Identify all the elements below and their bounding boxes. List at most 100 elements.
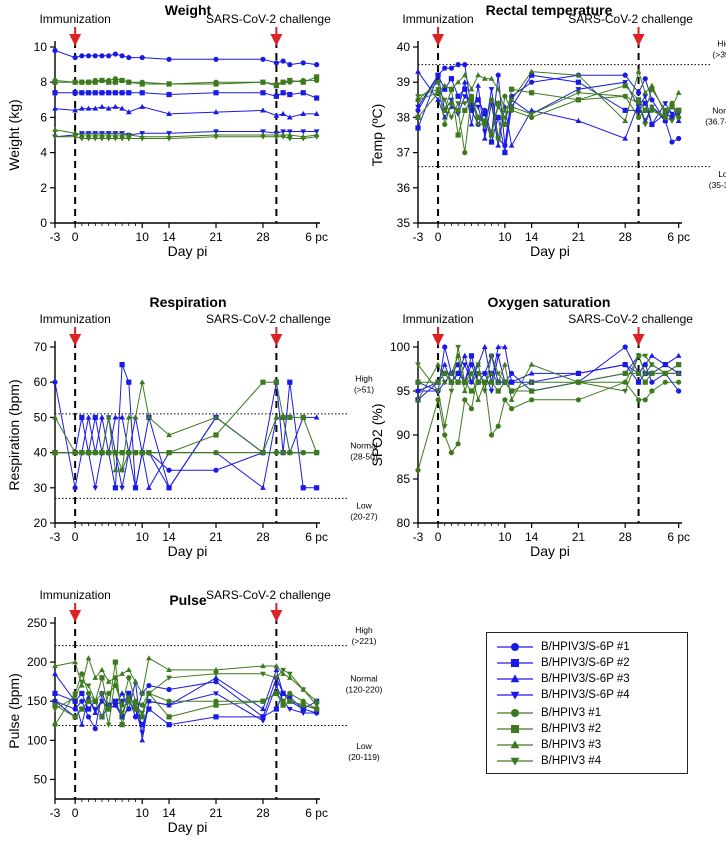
data-point [649, 104, 655, 110]
data-point [481, 371, 488, 377]
data-point [286, 132, 293, 138]
data-point [125, 695, 132, 701]
data-point [502, 115, 508, 121]
y-tick-label: 2 [40, 181, 47, 195]
data-point [468, 371, 475, 377]
legend-marker [510, 740, 520, 749]
data-point [92, 136, 99, 142]
data-point [662, 379, 668, 385]
x-tick-label: 6 pc [305, 530, 328, 544]
data-point [106, 690, 112, 697]
data-point [441, 82, 448, 88]
series-line [418, 364, 679, 392]
data-point [213, 81, 219, 87]
range-sublabel: (120-220) [346, 685, 383, 695]
data-point [280, 414, 286, 420]
legend-marker [510, 757, 520, 766]
legend-marker [510, 691, 520, 700]
data-point [260, 129, 266, 135]
data-point [502, 361, 508, 367]
data-point [481, 75, 488, 81]
data-point [166, 136, 172, 142]
x-tick-label: 21 [209, 530, 223, 544]
data-point [300, 485, 306, 491]
red-arrow-icon [270, 610, 283, 622]
data-point [260, 450, 266, 456]
immunization-label: Immunization [39, 312, 110, 326]
x-tick-label: -3 [50, 530, 61, 544]
data-point [166, 675, 172, 681]
series-1 [52, 47, 320, 68]
data-point [635, 397, 642, 403]
data-point [415, 107, 421, 113]
data-point [502, 93, 508, 99]
data-point [139, 450, 146, 456]
y-tick-label: 36 [397, 181, 411, 195]
data-point [146, 484, 152, 490]
data-point [635, 114, 642, 120]
data-point [112, 450, 119, 456]
data-point [649, 362, 655, 368]
data-point [313, 414, 320, 420]
data-point [72, 54, 78, 61]
series-8 [52, 450, 320, 474]
immunization-label: Immunization [402, 12, 473, 26]
data-point [287, 690, 293, 697]
data-point [273, 663, 280, 669]
data-point [52, 706, 58, 713]
x-tick-label: 14 [162, 530, 176, 544]
data-point [132, 678, 139, 684]
data-point [72, 695, 78, 701]
y-tick-label: 37 [397, 146, 411, 160]
data-point [313, 710, 320, 716]
data-point [213, 674, 219, 680]
data-point [461, 362, 468, 368]
immunization-label: Immunization [39, 12, 110, 26]
data-point [213, 666, 219, 673]
data-point [112, 103, 119, 109]
data-point [72, 90, 78, 96]
data-point [300, 450, 307, 456]
series-6 [52, 74, 320, 89]
data-point [528, 361, 535, 367]
y-tick-label: 100 [27, 733, 47, 747]
data-point [468, 406, 475, 412]
data-point [79, 90, 85, 96]
chart-respiration: Respiration 20 30 40 50 60 70 -3 0 10 14 21 28 6 pc Da… [6, 294, 378, 559]
data-point [313, 703, 320, 709]
data-point [461, 388, 468, 394]
data-point [495, 114, 501, 120]
data-point [675, 362, 682, 368]
x-tick-label: 14 [162, 230, 176, 244]
data-point [105, 132, 112, 138]
x-tick-label: 21 [209, 806, 223, 820]
data-point [649, 379, 655, 385]
data-point [662, 115, 669, 121]
data-point [622, 117, 629, 123]
data-point [462, 397, 468, 403]
data-point [287, 77, 293, 84]
data-point [575, 72, 582, 78]
data-point [286, 706, 293, 713]
data-point [300, 706, 306, 712]
y-tick-label: 95 [397, 384, 411, 398]
data-point [675, 352, 682, 358]
legend-marker-triangle-down-blue [497, 691, 533, 700]
x-tick-label: 0 [435, 530, 442, 544]
data-point [105, 105, 112, 111]
data-point [92, 706, 99, 713]
data-point [166, 485, 172, 491]
data-point [314, 706, 320, 712]
x-tick-label: 10 [136, 806, 150, 820]
data-point [642, 353, 649, 359]
data-point [72, 79, 78, 85]
legend: B/HPIV3/S-6P #1 B/HPIV3/S-6P #2 B/HPIV3/… [486, 632, 688, 774]
data-point [52, 90, 58, 96]
data-point [146, 655, 152, 661]
data-point [52, 670, 58, 676]
series-8 [415, 87, 682, 135]
y-tick-label: 200 [27, 655, 47, 669]
data-point [260, 698, 266, 704]
y-tick-label: 100 [390, 340, 410, 354]
data-point [72, 706, 78, 712]
